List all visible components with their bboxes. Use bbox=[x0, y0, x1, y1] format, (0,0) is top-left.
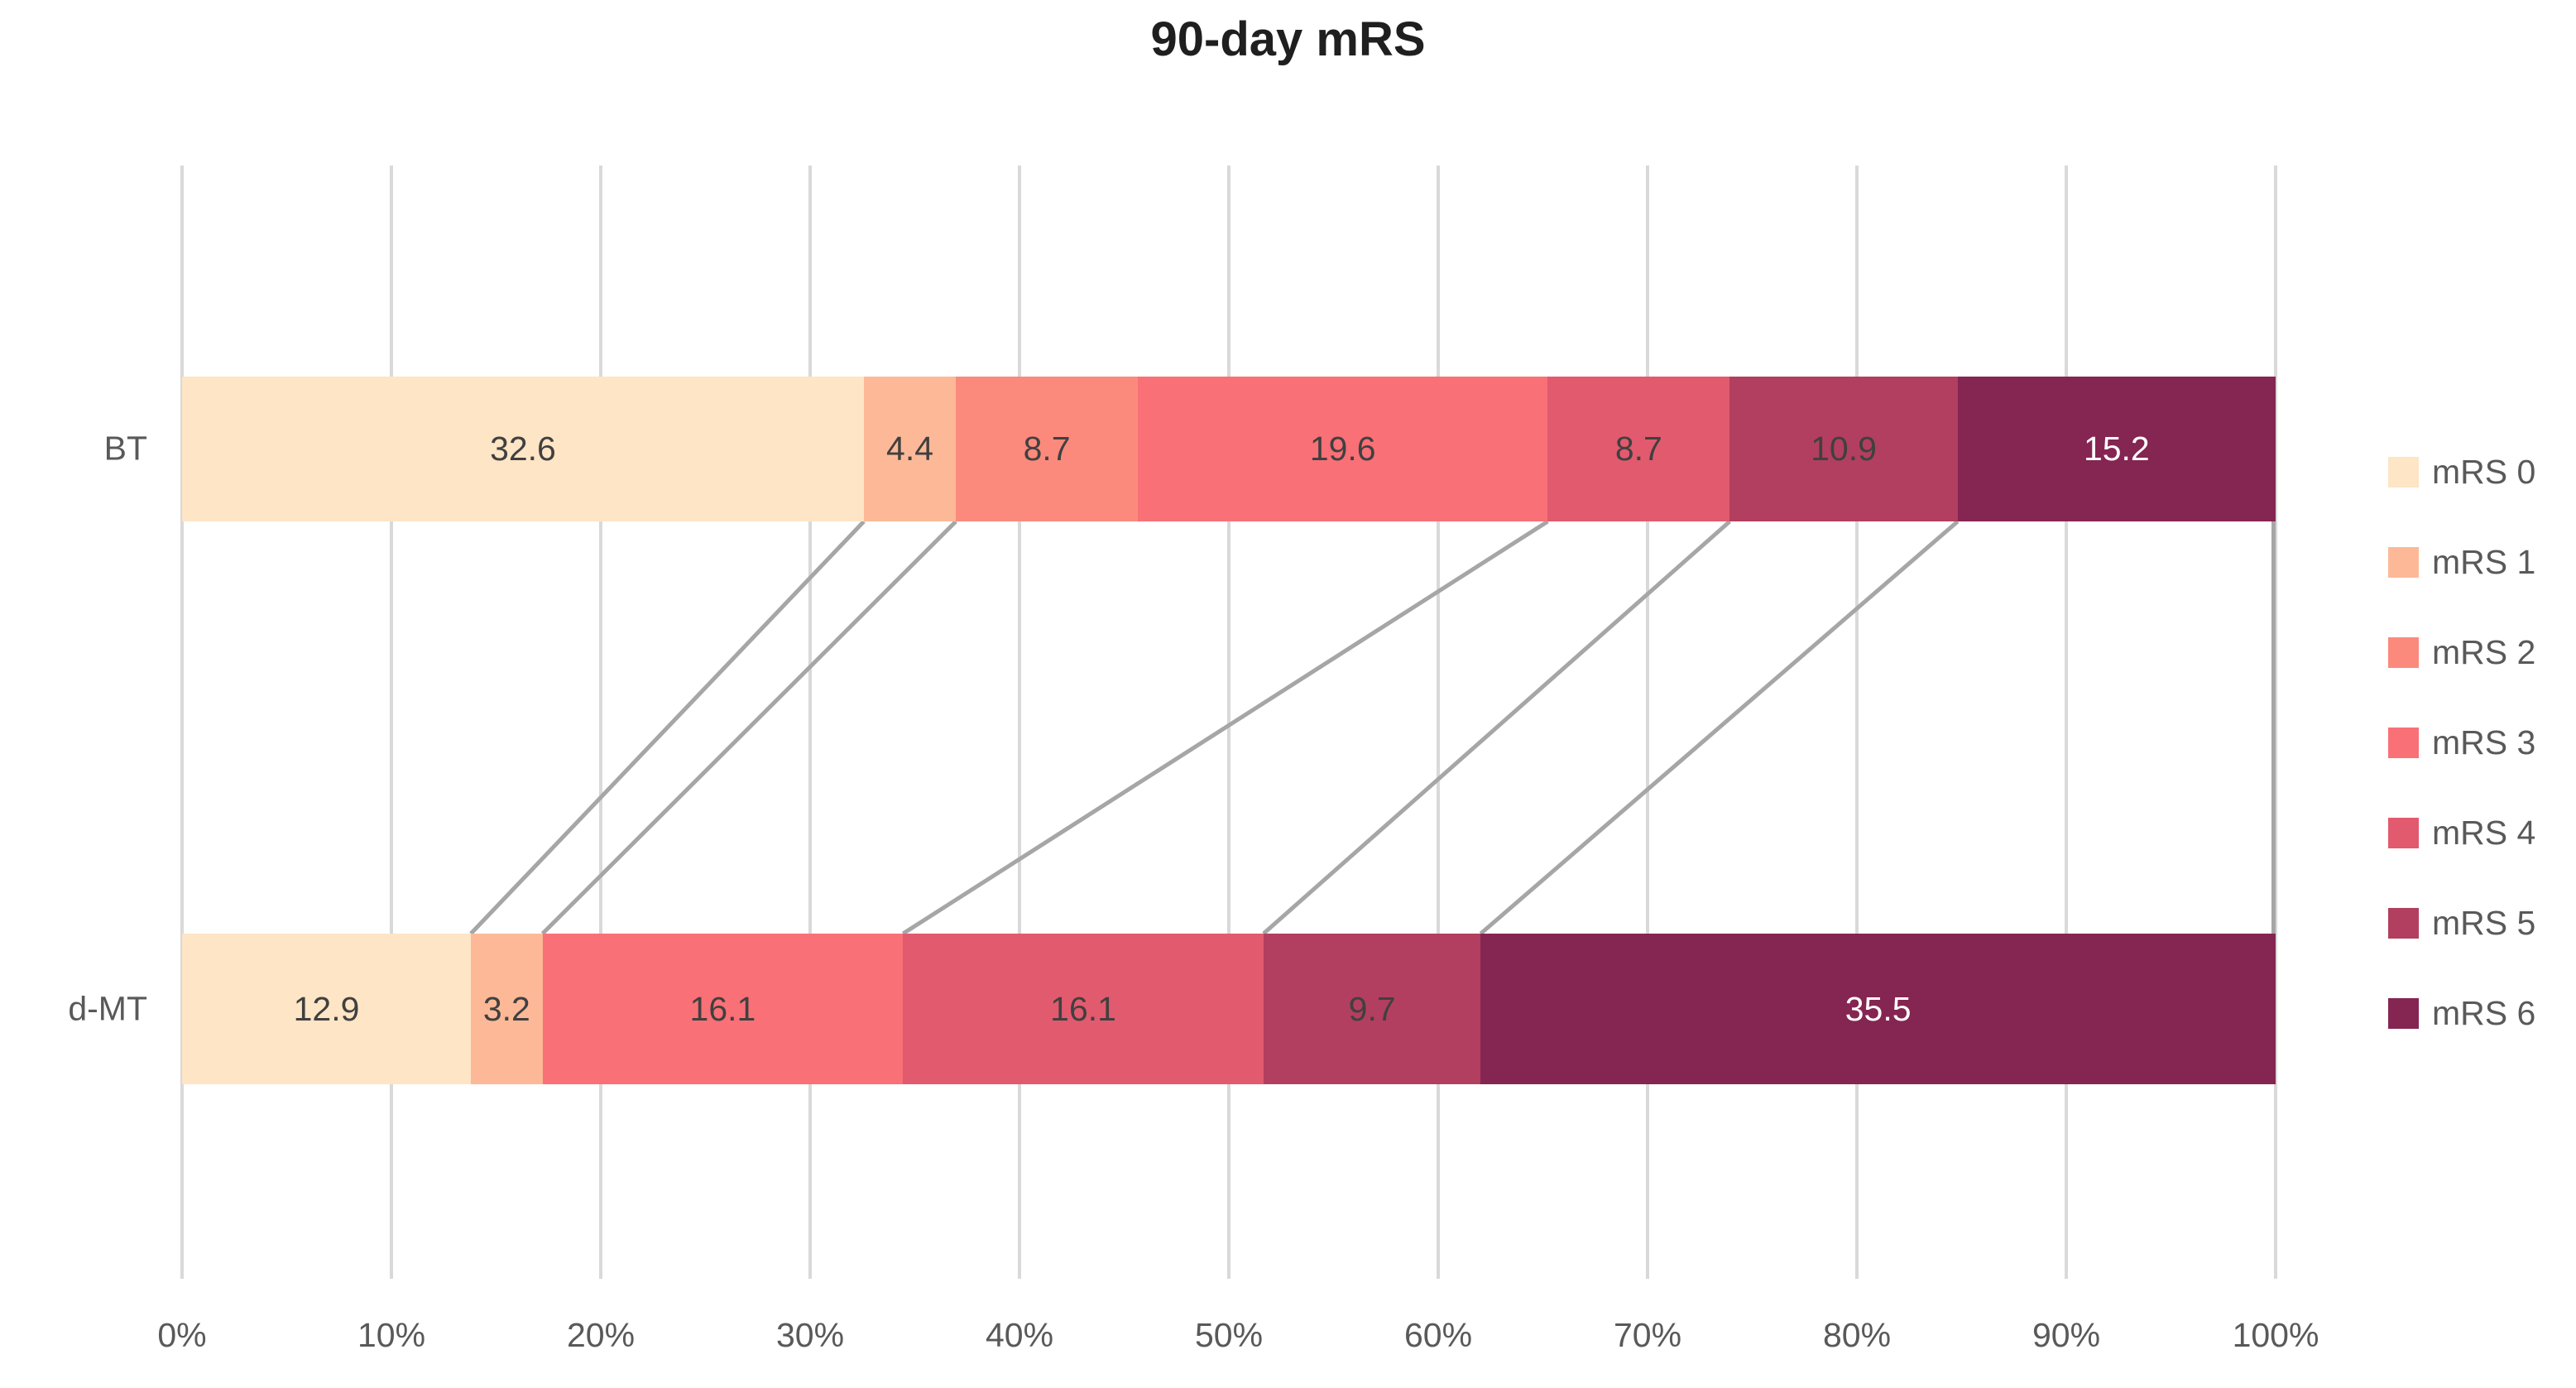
legend-label: mRS 4 bbox=[2432, 814, 2536, 852]
segment-value-label: 16.1 bbox=[1050, 989, 1116, 1028]
category-label-dmt: d-MT bbox=[68, 989, 147, 1028]
legend-label: mRS 5 bbox=[2432, 904, 2536, 942]
x-axis-tick-label: 50% bbox=[1194, 1316, 1264, 1354]
category-label-bt: BT bbox=[103, 429, 147, 468]
plot-area: 32.6 4.4 8.7 19.6 8.7 10.9 15.2 12.9 3.2 16.1 16.… bbox=[180, 166, 2277, 1279]
segment-value-label: 12.9 bbox=[293, 989, 360, 1028]
legend-swatch bbox=[2388, 457, 2419, 487]
gridline bbox=[2274, 166, 2277, 1279]
gridline bbox=[599, 166, 602, 1279]
x-axis-tick-label: 20% bbox=[566, 1316, 636, 1354]
gridline bbox=[1437, 166, 1440, 1279]
legend-swatch bbox=[2388, 908, 2419, 939]
segment-value-label: 10.9 bbox=[1811, 430, 1877, 468]
series-connector-line bbox=[540, 520, 957, 935]
legend-item-mrs-1: mRS 1 bbox=[2388, 543, 2535, 581]
legend-swatch bbox=[2388, 818, 2419, 848]
gridline bbox=[390, 166, 393, 1279]
bar-segment-mrs-6: 15.2 bbox=[1957, 377, 2276, 521]
bar-segment-mrs-3: 16.1 bbox=[542, 934, 904, 1084]
bar-segment-mrs-5: 9.7 bbox=[1263, 934, 1481, 1084]
segment-value-label: 16.1 bbox=[689, 989, 756, 1028]
gridline bbox=[180, 166, 184, 1279]
bar-segment-mrs-6: 35.5 bbox=[1480, 934, 2276, 1084]
series-connector-line bbox=[1479, 520, 1960, 935]
bar-segment-mrs-5: 10.9 bbox=[1729, 377, 1958, 521]
gridline bbox=[1018, 166, 1021, 1279]
x-axis-tick-label: 40% bbox=[985, 1316, 1054, 1354]
x-axis-tick-label: 30% bbox=[775, 1316, 845, 1354]
x-axis-tick-label: 10% bbox=[357, 1316, 426, 1354]
legend-item-mrs-5: mRS 5 bbox=[2388, 904, 2535, 942]
gridline bbox=[1646, 166, 1649, 1279]
bar-segment-mrs-3: 19.6 bbox=[1138, 377, 1548, 521]
gridline bbox=[2065, 166, 2068, 1279]
legend-label: mRS 2 bbox=[2432, 633, 2536, 671]
x-axis-tick-label: 90% bbox=[2032, 1316, 2101, 1354]
bar-segment-mrs-0: 32.6 bbox=[182, 377, 864, 521]
segment-value-label: 19.6 bbox=[1309, 430, 1376, 468]
bar-segment-mrs-4: 8.7 bbox=[1547, 377, 1730, 521]
bar-segment-mrs-0: 12.9 bbox=[182, 934, 472, 1084]
legend-label: mRS 1 bbox=[2432, 543, 2536, 581]
series-connector-line bbox=[1262, 520, 1731, 935]
legend-item-mrs-4: mRS 4 bbox=[2388, 814, 2535, 852]
x-axis-tick-label: 0% bbox=[157, 1316, 207, 1354]
x-axis-tick-label: 100% bbox=[2232, 1316, 2319, 1354]
legend-item-mrs-6: mRS 6 bbox=[2388, 994, 2535, 1032]
bar-segment-mrs-1: 3.2 bbox=[471, 934, 543, 1084]
legend-label: mRS 3 bbox=[2432, 723, 2536, 761]
legend-swatch bbox=[2388, 637, 2419, 668]
segment-value-label: 3.2 bbox=[482, 989, 530, 1028]
x-axis-tick-label: 60% bbox=[1403, 1316, 1473, 1354]
bar-segment-mrs-4: 16.1 bbox=[903, 934, 1264, 1084]
segment-value-label: 32.6 bbox=[490, 430, 556, 468]
gridline bbox=[1855, 166, 1859, 1279]
x-axis: 0% 10% 20% 30% 40% 50% 60% 70% 80% 90% 100% bbox=[0, 1316, 2576, 1366]
bar-segment-mrs-2: 8.7 bbox=[956, 377, 1139, 521]
bar-row-dmt: 12.9 3.2 16.1 16.1 9.7 35.5 bbox=[182, 934, 2276, 1084]
segment-value-label: 15.2 bbox=[2083, 430, 2150, 468]
gridline bbox=[808, 166, 812, 1279]
legend-item-mrs-2: mRS 2 bbox=[2388, 633, 2535, 671]
legend-item-mrs-0: mRS 0 bbox=[2388, 453, 2535, 491]
segment-value-label: 9.7 bbox=[1348, 989, 1396, 1028]
gridline bbox=[1227, 166, 1230, 1279]
legend-swatch bbox=[2388, 728, 2419, 758]
legend-label: mRS 6 bbox=[2432, 994, 2536, 1032]
series-connector-line bbox=[469, 520, 866, 935]
segment-value-label: 35.5 bbox=[1844, 989, 1912, 1028]
series-connector-line bbox=[901, 519, 1549, 936]
chart-title: 90-day mRS bbox=[1150, 12, 1426, 66]
legend-label: mRS 0 bbox=[2432, 453, 2536, 491]
segment-value-label: 8.7 bbox=[1614, 430, 1662, 468]
bar-segment-mrs-1: 4.4 bbox=[863, 377, 957, 521]
legend-swatch bbox=[2388, 998, 2419, 1029]
segment-value-label: 8.7 bbox=[1023, 430, 1071, 468]
bar-row-bt: 32.6 4.4 8.7 19.6 8.7 10.9 15.2 bbox=[182, 377, 2276, 521]
legend-swatch bbox=[2388, 547, 2419, 578]
segment-value-label: 4.4 bbox=[886, 430, 934, 468]
x-axis-tick-label: 70% bbox=[1613, 1316, 1682, 1354]
x-axis-tick-label: 80% bbox=[1822, 1316, 1892, 1354]
legend-item-mrs-3: mRS 3 bbox=[2388, 723, 2535, 761]
legend: mRS 0 mRS 1 mRS 2 mRS 3 mRS 4 mRS 5 mRS 6 bbox=[2388, 453, 2535, 1088]
